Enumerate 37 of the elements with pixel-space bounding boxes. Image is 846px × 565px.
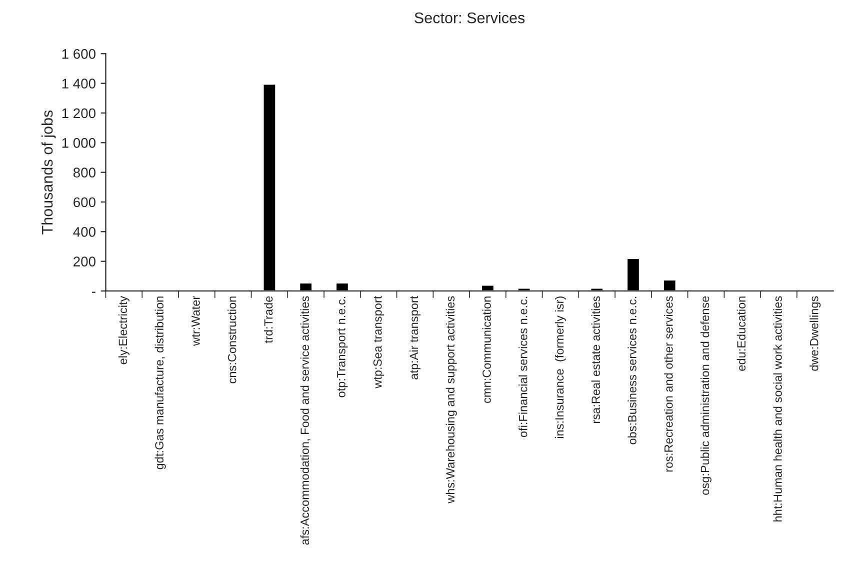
x-tick-label: ros:Recreation and other services	[664, 296, 673, 472]
x-tick-label: ins:Insurance (formerly isr)	[554, 296, 566, 438]
chart-title: Sector: Services	[414, 12, 525, 24]
bar	[335, 282, 350, 291]
y-tick-label: 1 200	[62, 108, 96, 118]
x-tick-label: afs:Accommodation, Food and service activities	[300, 296, 310, 545]
x-tick-label: ely:Electricity	[118, 296, 130, 364]
x-tick-label: trd:Trade	[264, 296, 273, 344]
y-tick-label: 600	[74, 197, 96, 208]
x-tick-label: hht:Human health and social work activities	[773, 296, 782, 522]
bar	[662, 279, 677, 291]
x-tick-label: osg:Public administration and defense	[700, 296, 712, 495]
bar	[298, 282, 313, 291]
y-axis-title: Thousands of jobs	[41, 110, 56, 234]
x-tick-label: dwe:Dwellings	[810, 296, 821, 371]
x-tick-label: wtp:Sea transport	[373, 296, 384, 388]
x-tick-label: cns:Construction	[228, 296, 236, 384]
y-tick-label: 400	[73, 226, 96, 237]
y-tick-label: 200	[74, 256, 96, 266]
x-tick-label: edu:Education	[736, 296, 746, 371]
bar	[480, 284, 495, 291]
y-tick-label: 1 400	[62, 78, 96, 89]
x-tick-label: otp:Transport n.e.c.	[337, 296, 348, 398]
x-tick-label: whs:Warehousing and support activities	[446, 296, 457, 504]
x-tick-label: atp:Air transport	[409, 296, 420, 380]
y-tick-label: 1 600	[62, 49, 96, 59]
x-tick-label: ofi:Financial services n.e.c.	[518, 296, 528, 438]
bar	[262, 83, 277, 291]
x-tick-label: gdt:Gas manufacture, distribution	[154, 296, 166, 470]
x-tick-label: rsa:Real estate activities	[591, 296, 600, 423]
x-tick-label: wtr:Water	[192, 296, 200, 346]
bar	[626, 258, 640, 291]
y-tick-label: 800	[73, 168, 96, 178]
x-tick-label: obs:Business services n.e.c.	[628, 296, 636, 444]
x-tick-label: cmn:Communication	[482, 296, 491, 403]
y-tick-label: 1 000	[62, 138, 96, 148]
y-tick-label: -	[92, 292, 96, 293]
